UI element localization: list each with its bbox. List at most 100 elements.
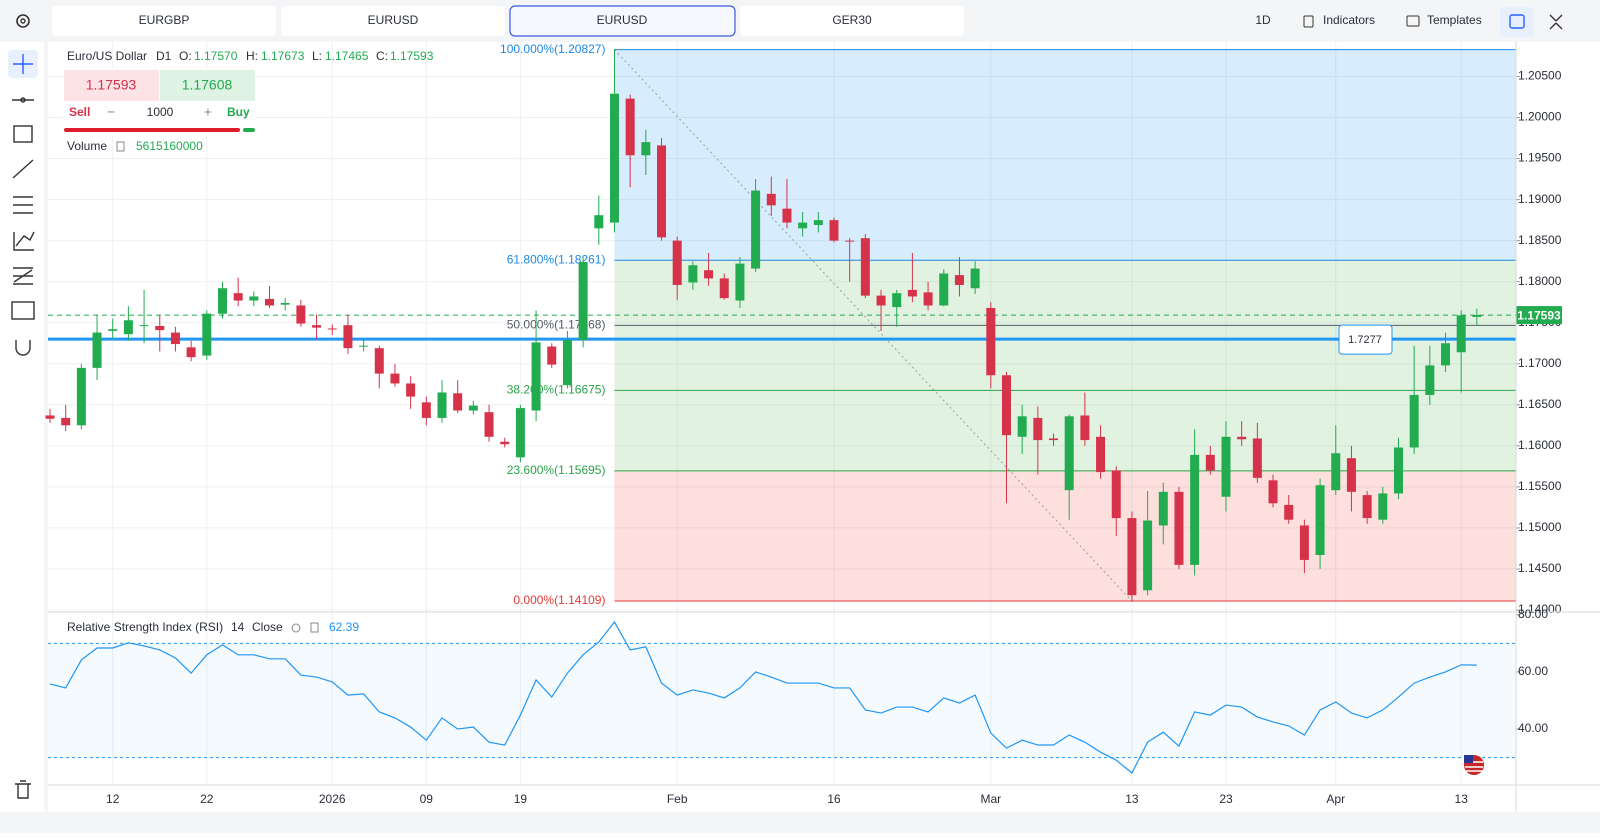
candle-body	[516, 408, 525, 457]
candle-body	[1049, 438, 1058, 440]
y-tick-label: 80.00	[1518, 607, 1548, 621]
x-tick-label: 22	[200, 792, 214, 806]
candle-body	[657, 145, 666, 237]
candle-body	[1363, 495, 1372, 518]
volume-label: Volume	[67, 139, 107, 153]
y-tick-label: 1.20000	[1518, 110, 1562, 124]
candle-body	[1065, 416, 1074, 490]
flag-canton	[1464, 755, 1473, 763]
y-tick-label: 1.18500	[1518, 233, 1562, 247]
candle-body	[1018, 416, 1027, 437]
sell-button[interactable]: Sell	[69, 105, 90, 119]
indicators-button[interactable]: Indicators	[1323, 13, 1375, 27]
legend: Euro/US Dollar D1 O: 1.17570 H: 1.17673 …	[67, 49, 434, 63]
rsi-value: 62.39	[329, 620, 359, 634]
candle-body	[1472, 315, 1481, 317]
candle-body	[1222, 437, 1231, 497]
candle-body	[108, 329, 117, 331]
layers-button[interactable]	[1500, 7, 1534, 37]
candle-body	[924, 292, 933, 305]
x-tick-label: 12	[106, 792, 120, 806]
y-tick-label: 1.15500	[1518, 479, 1562, 493]
candle-body	[171, 333, 180, 344]
x-tick-label: Feb	[667, 792, 688, 806]
line-label: 1.7277	[1348, 334, 1382, 346]
x-tick-label: 13	[1125, 792, 1139, 806]
fib-zone	[614, 50, 1516, 261]
candle-body	[908, 290, 917, 297]
candle-body	[814, 220, 823, 225]
templates-button[interactable]: Templates	[1427, 13, 1482, 27]
candle-body	[1237, 437, 1246, 439]
rsi-title: Relative Strength Index (RSI)	[67, 620, 223, 634]
y-tick-label: 1.15000	[1518, 520, 1562, 534]
candle-body	[1127, 518, 1136, 595]
candle-body	[1316, 485, 1325, 555]
ohlc-key: O:	[179, 49, 192, 63]
candle-body	[1112, 470, 1121, 518]
candle-body	[610, 94, 619, 223]
x-tick-label: 09	[420, 792, 434, 806]
decrease-button[interactable]: −	[107, 104, 115, 120]
candle-body	[782, 209, 791, 223]
candle-body	[265, 299, 274, 306]
candle-body	[1378, 493, 1387, 519]
trade-widget: 1.17593 1.17608 Sell − 1000 + Buy	[63, 69, 256, 135]
candle-body	[343, 325, 352, 348]
buy-button[interactable]: Buy	[227, 105, 250, 119]
candle-body	[1269, 480, 1278, 503]
sell-price[interactable]: 1.17593	[86, 77, 137, 93]
candle-body	[1441, 343, 1450, 365]
ohlc-value: 1.17570	[194, 49, 238, 63]
candle-body	[500, 442, 509, 444]
candle-body	[641, 142, 650, 155]
candle-body	[735, 264, 744, 301]
candle-body	[1425, 365, 1434, 395]
y-tick-label: 1.16000	[1518, 438, 1562, 452]
candle-body	[720, 278, 729, 298]
candle-body	[1394, 447, 1403, 493]
y-tick-label: 1.20500	[1518, 69, 1562, 83]
candle-body	[563, 340, 572, 385]
candle-body	[955, 275, 964, 285]
tab-label: EURUSD	[368, 13, 419, 27]
fib-label: 50.000%(1.17468)	[507, 318, 606, 332]
candle-body	[93, 333, 102, 368]
candle-body	[626, 99, 635, 156]
candle-body	[1206, 455, 1215, 471]
x-tick-label: 13	[1455, 792, 1469, 806]
candle-body	[140, 325, 149, 326]
rsi-period: 14	[231, 620, 245, 634]
quantity[interactable]: 1000	[147, 105, 174, 119]
candle-body	[438, 392, 447, 417]
candle-body	[281, 303, 290, 305]
candle-body	[688, 265, 697, 282]
symbol: Euro/US Dollar	[67, 49, 147, 63]
candle-body	[751, 191, 760, 269]
candle-body	[453, 393, 462, 410]
buy-price[interactable]: 1.17608	[182, 77, 233, 93]
timeframe-button[interactable]: 1D	[1255, 13, 1271, 27]
candle-body	[1159, 492, 1168, 526]
x-tick-label: 2026	[319, 792, 346, 806]
increase-button[interactable]: +	[204, 104, 212, 120]
rsi-band	[48, 643, 1516, 757]
candle-body	[469, 406, 478, 411]
ohlc-key: H:	[246, 49, 258, 63]
buy-ratio	[243, 128, 255, 132]
rsi-source: Close	[252, 620, 283, 634]
candle-body	[187, 347, 196, 357]
y-tick-label: 1.19000	[1518, 192, 1562, 206]
candle-body	[1033, 418, 1042, 440]
candle-body	[218, 288, 227, 313]
candle-body	[971, 269, 980, 289]
candle-body	[986, 308, 995, 375]
candle-body	[579, 262, 588, 340]
y-tick-label: 60.00	[1518, 664, 1548, 678]
sell-ratio	[64, 128, 240, 132]
candle-body	[1096, 437, 1105, 472]
candle-body	[390, 374, 399, 384]
candle-body	[939, 273, 948, 305]
